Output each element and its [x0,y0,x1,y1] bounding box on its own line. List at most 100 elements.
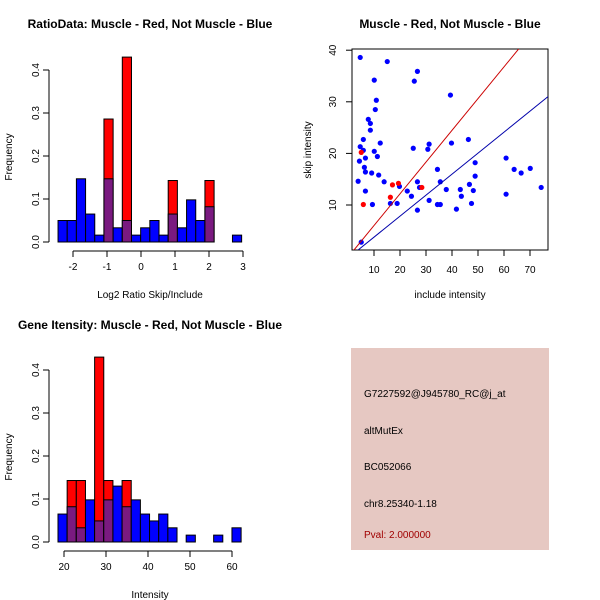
point-not-muscle [414,179,421,185]
point-muscle [389,182,396,188]
point-muscle [358,149,364,155]
point-not-muscle [414,207,421,213]
y-tick-label: 0.4 [31,63,42,77]
bar-not-muscle [112,485,123,543]
muscle-fit-line [353,49,520,250]
point-not-muscle [374,153,380,160]
scatter-title: Muscle - Red, Not Muscle - Blue [359,17,541,31]
point-not-muscle [465,136,471,143]
bar-not-muscle [112,227,123,243]
y-tick-label: 30 [328,96,339,108]
bar-muscle [121,56,132,243]
bar-overlap [66,506,77,543]
bar-not-muscle [149,220,160,243]
point-not-muscle [394,200,400,207]
point-not-muscle [357,54,363,61]
x-tick-label: 40 [142,562,154,573]
point-not-muscle [361,164,367,170]
info-panel-background [351,348,549,550]
point-not-muscle [527,165,533,171]
point-not-muscle [377,140,383,146]
point-not-muscle [434,166,441,172]
point-not-muscle [360,136,366,143]
point-not-muscle [472,160,478,166]
y-tick-label: 40 [328,44,339,56]
x-tick-label: 30 [100,562,112,573]
point-not-muscle [376,172,382,178]
pval: Pval: 2.000000 [364,530,431,541]
bar-not-muscle [140,227,151,243]
point-muscle [360,201,366,208]
x-tick-label: 20 [58,562,70,573]
point-not-muscle [381,179,387,185]
x-tick-label: 3 [240,262,246,273]
point-not-muscle [369,170,375,176]
point-not-muscle [414,68,421,74]
bar-not-muscle [130,234,142,243]
bar-not-muscle [139,513,151,543]
scatter-plot-box [351,48,549,251]
bar-not-muscle [84,499,96,543]
y-tick-label: 0.3 [31,406,42,420]
bar-not-muscle [130,499,141,543]
bar-overlap [167,213,178,243]
bar-not-muscle [195,220,206,243]
scatter-xlabel: include intensity [414,290,485,301]
point-not-muscle [384,58,390,65]
point-not-muscle [408,193,415,199]
probe-id: G7227592@J945780_RC@j_at [364,389,506,400]
x-tick-label: 0 [138,262,144,273]
bar-not-muscle [57,513,68,543]
bar-overlap [121,506,132,543]
x-tick-label: -1 [103,262,112,273]
point-not-muscle [357,144,363,150]
bar-not-muscle [94,234,105,243]
y-tick-label: 20 [328,147,339,159]
point-not-muscle [425,146,431,152]
point-not-muscle [362,155,369,161]
point-not-muscle [470,187,476,194]
x-tick-label: 40 [446,265,458,276]
point-not-muscle [457,186,463,193]
bar-overlap [94,520,105,543]
point-not-muscle [367,127,373,133]
intensity-histogram: Gene Itensity: Muscle - Red, Not Muscle … [4,318,282,600]
event-type: altMutEx [364,426,403,437]
bar-muscle [94,356,105,543]
y-tick-label: 0.3 [31,106,42,120]
y-tick-label: 0.2 [31,149,42,163]
bar-not-muscle [186,199,197,243]
x-tick-label: 10 [368,265,380,276]
point-not-muscle [472,173,478,179]
bar-not-muscle [75,178,87,243]
point-muscle [395,180,402,186]
point-not-muscle [426,141,432,147]
y-tick-label: 0.2 [31,449,42,463]
y-tick-label: 0.1 [31,492,42,506]
y-tick-label: 0.0 [31,535,42,549]
point-not-muscle [365,116,371,122]
point-not-muscle [372,106,378,113]
point-not-muscle [404,188,410,194]
x-tick-label: 20 [394,265,406,276]
point-not-muscle [367,120,373,127]
point-not-muscle [448,140,455,146]
bar-not-muscle [149,520,160,543]
bar-overlap [204,206,215,243]
intensity-scatter: Muscle - Red, Not Muscle - Blue include … [303,17,549,301]
intensity-histogram-title: Gene Itensity: Muscle - Red, Not Muscle … [18,318,282,332]
point-muscle [419,184,425,191]
point-not-muscle [362,188,369,194]
point-not-muscle [518,170,524,176]
point-not-muscle [373,97,379,103]
not-muscle-fit-line [357,95,548,250]
ratio-histogram-title: RatioData: Muscle - Red, Not Muscle - Bl… [28,17,273,31]
point-not-muscle [468,200,475,207]
intensity-histogram-xlabel: Intensity [131,590,168,600]
point-not-muscle [411,78,417,84]
bar-overlap [103,499,114,543]
bar-not-muscle [57,220,68,243]
point-muscle [387,194,393,200]
bar-not-muscle [158,513,169,543]
